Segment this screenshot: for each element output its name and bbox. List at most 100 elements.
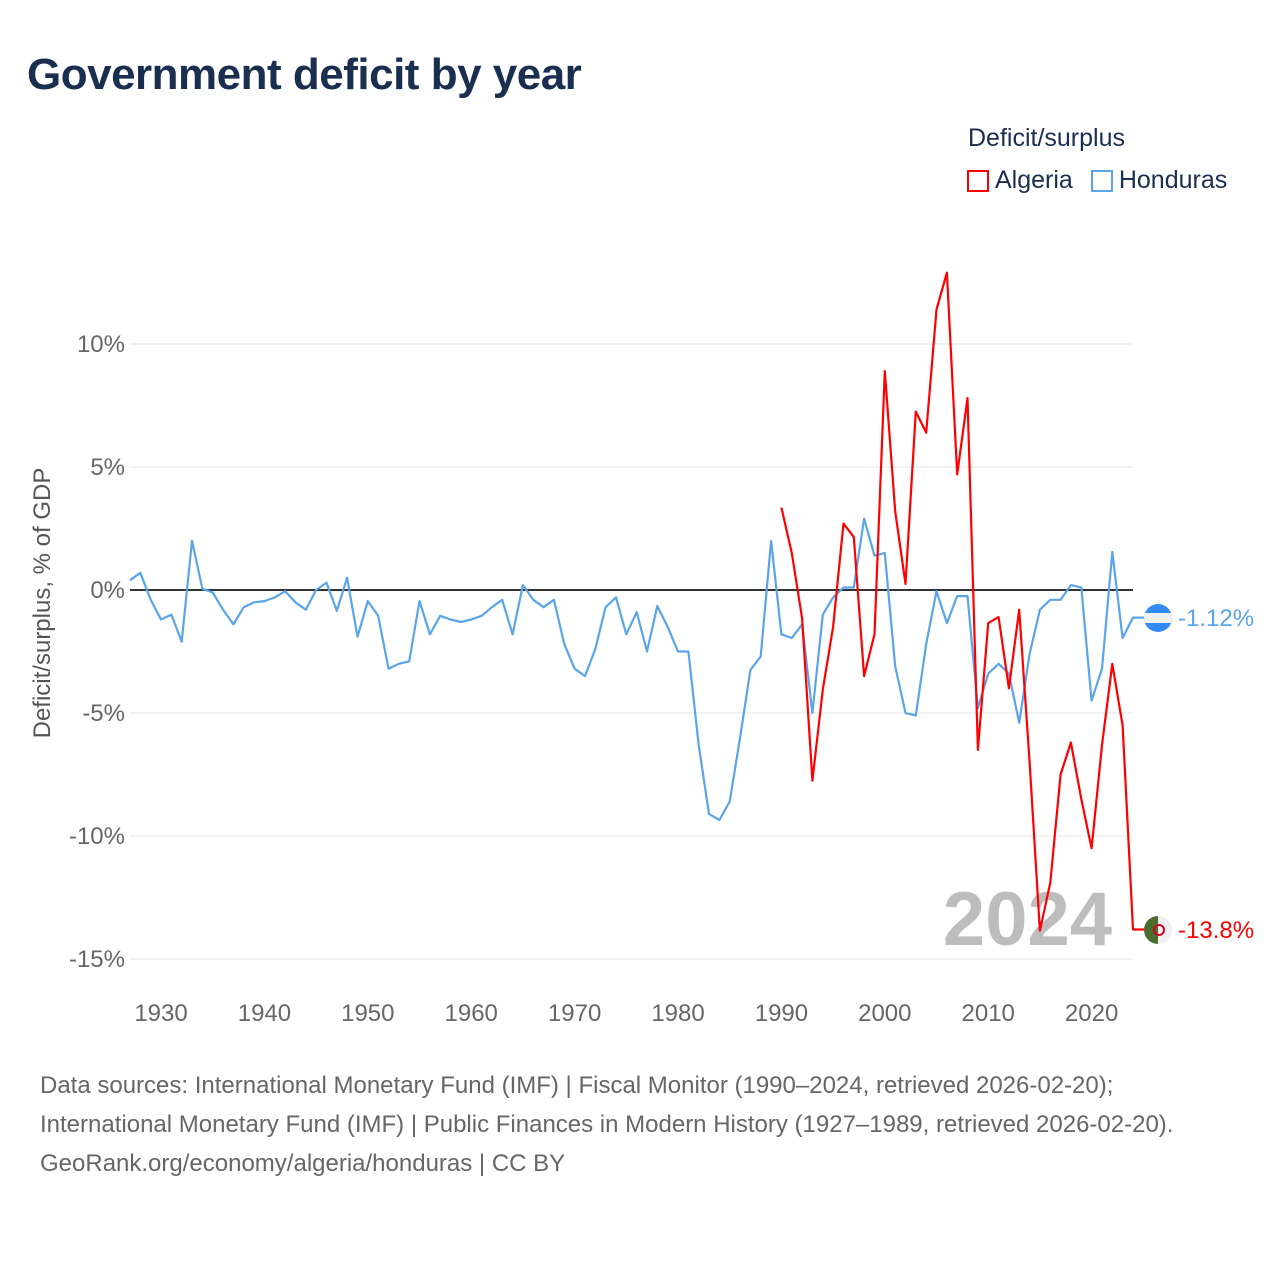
data-point-honduras bbox=[603, 604, 609, 610]
y-tick-label: -15% bbox=[69, 946, 125, 973]
data-point-algeria bbox=[1058, 772, 1064, 778]
data-point-honduras bbox=[127, 577, 133, 583]
data-point-honduras bbox=[592, 646, 598, 652]
data-point-honduras bbox=[386, 666, 392, 672]
data-point-honduras bbox=[613, 594, 619, 600]
data-point-algeria bbox=[903, 581, 909, 587]
data-point-honduras bbox=[840, 585, 846, 591]
data-point-honduras bbox=[789, 635, 795, 641]
data-point-honduras bbox=[365, 598, 371, 604]
end-label-honduras: -1.12% bbox=[1178, 605, 1254, 632]
data-point-honduras bbox=[892, 663, 898, 669]
data-point-honduras bbox=[437, 613, 443, 619]
data-point-honduras bbox=[675, 649, 681, 655]
data-point-honduras bbox=[323, 580, 329, 586]
x-tick-label: 2020 bbox=[1065, 1000, 1118, 1027]
data-point-algeria bbox=[944, 270, 950, 276]
data-point-honduras bbox=[572, 666, 578, 672]
x-tick-label: 1930 bbox=[134, 1000, 187, 1027]
data-point-algeria bbox=[1016, 607, 1022, 613]
data-point-honduras bbox=[1068, 582, 1074, 588]
data-point-honduras bbox=[913, 712, 919, 718]
data-point-honduras bbox=[261, 598, 267, 604]
data-point-honduras bbox=[634, 609, 640, 615]
data-point-honduras bbox=[727, 799, 733, 805]
credit-link[interactable]: GeoRank.org/economy/algeria/honduras | C… bbox=[40, 1150, 566, 1177]
data-point-honduras bbox=[758, 653, 764, 659]
y-tick-label: 0% bbox=[90, 577, 125, 604]
legend-label-algeria: Algeria bbox=[995, 166, 1073, 194]
x-tick-label: 1990 bbox=[755, 1000, 808, 1027]
data-point-honduras bbox=[1058, 597, 1064, 603]
data-point-honduras bbox=[396, 661, 402, 667]
data-point-honduras bbox=[282, 588, 288, 594]
legend: Algeria Honduras bbox=[967, 166, 1227, 195]
data-point-algeria bbox=[965, 395, 971, 401]
data-point-honduras bbox=[468, 617, 474, 623]
data-point-honduras bbox=[1037, 607, 1043, 613]
data-point-honduras bbox=[210, 589, 216, 595]
data-point-algeria bbox=[882, 368, 888, 374]
legend-item-honduras[interactable]: Honduras bbox=[1090, 166, 1227, 195]
series-line-honduras bbox=[129, 517, 1144, 822]
data-point-honduras bbox=[1078, 585, 1084, 591]
legend-item-algeria[interactable]: Algeria bbox=[967, 166, 1073, 195]
data-point-honduras bbox=[520, 582, 526, 588]
data-point-algeria bbox=[985, 620, 991, 626]
data-point-honduras bbox=[168, 612, 174, 618]
data-point-honduras bbox=[241, 604, 247, 610]
data-point-honduras bbox=[1130, 615, 1136, 621]
data-point-honduras bbox=[561, 641, 567, 647]
data-point-honduras bbox=[551, 597, 557, 603]
data-point-honduras bbox=[747, 667, 753, 673]
data-point-honduras bbox=[137, 570, 143, 576]
page-title: Government deficit by year bbox=[27, 50, 582, 99]
flag-honduras-icon bbox=[1144, 604, 1172, 632]
data-point-honduras bbox=[1027, 651, 1033, 657]
data-point-honduras bbox=[809, 710, 815, 716]
data-point-algeria bbox=[1027, 759, 1033, 765]
data-point-algeria bbox=[996, 614, 1002, 620]
data-point-honduras bbox=[530, 597, 536, 603]
x-tick-label: 1970 bbox=[548, 1000, 601, 1027]
data-point-algeria bbox=[840, 521, 846, 527]
data-point-algeria bbox=[975, 747, 981, 753]
data-point-algeria bbox=[954, 471, 960, 477]
data-point-honduras bbox=[406, 658, 412, 664]
data-point-algeria bbox=[913, 409, 919, 415]
data-point-honduras bbox=[582, 673, 588, 679]
data-point-honduras bbox=[996, 661, 1002, 667]
data-point-honduras bbox=[923, 641, 929, 647]
y-tick-label: 10% bbox=[77, 331, 125, 358]
data-point-honduras bbox=[903, 710, 909, 716]
legend-swatch-algeria bbox=[967, 169, 989, 192]
flag-algeria-icon bbox=[1144, 916, 1172, 944]
data-point-honduras bbox=[623, 631, 629, 637]
data-point-algeria bbox=[809, 778, 815, 784]
data-point-honduras bbox=[737, 735, 743, 741]
data-point-honduras bbox=[882, 550, 888, 556]
data-point-honduras bbox=[685, 649, 691, 655]
data-point-honduras bbox=[1016, 720, 1022, 726]
data-point-honduras bbox=[1099, 666, 1105, 672]
data-point-honduras bbox=[716, 817, 722, 823]
x-tick-label: 2000 bbox=[858, 1000, 911, 1027]
data-point-honduras bbox=[934, 588, 940, 594]
data-point-honduras bbox=[696, 742, 702, 748]
data-point-algeria bbox=[778, 505, 784, 511]
data-point-honduras bbox=[1089, 698, 1095, 704]
data-point-honduras bbox=[148, 597, 154, 603]
data-point-honduras bbox=[344, 575, 350, 581]
data-point-honduras bbox=[861, 516, 867, 522]
legend-swatch-honduras bbox=[1090, 169, 1113, 192]
y-axis-label: Deficit/surplus, % of GDP bbox=[29, 468, 56, 739]
data-point-honduras bbox=[985, 671, 991, 677]
data-point-honduras bbox=[768, 538, 774, 544]
year-watermark: 2024 bbox=[943, 877, 1112, 962]
data-point-honduras bbox=[944, 620, 950, 626]
data-point-algeria bbox=[1068, 740, 1074, 746]
data-point-algeria bbox=[923, 430, 929, 436]
data-point-honduras bbox=[220, 607, 226, 613]
data-point-honduras bbox=[303, 607, 309, 613]
